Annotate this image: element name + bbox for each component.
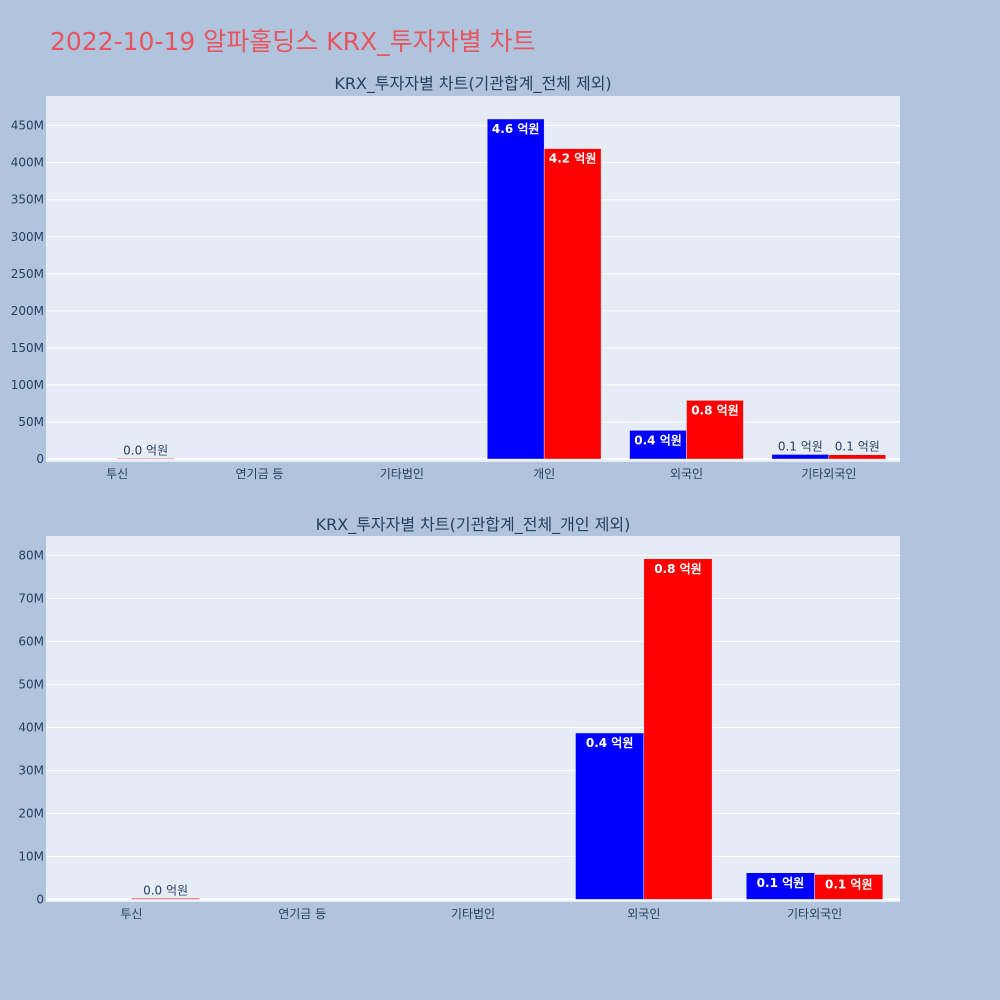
y-tick-label: 400M <box>11 156 44 170</box>
x-tick-label: 개인 <box>533 467 555 480</box>
x-tick-label: 연기금 등 <box>278 907 326 920</box>
y-tick-label: 60M <box>18 634 44 648</box>
chart-title: KRX_투자자별 차트(기관합계_전체 제외) <box>334 74 611 94</box>
x-tick-label: 기타법인 <box>380 467 424 480</box>
page-title: 2022-10-19 알파홀딩스 KRX_투자자별 차트 <box>50 27 536 56</box>
investor-chart-2: KRX_투자자별 차트(기관합계_전체_개인 제외) 0 10M 20M 30M 40M 5… <box>0 510 1000 921</box>
x-tick-label: 외국인 <box>670 467 703 480</box>
bar-data-label: 4.2 억원 <box>549 152 597 166</box>
bar-data-label: 0.0 억원 <box>143 883 188 897</box>
y-tick-label: 450M <box>11 119 44 133</box>
plot-area <box>46 96 900 462</box>
y-tick-label: 100M <box>11 378 44 392</box>
y-tick-label: 30M <box>18 763 44 777</box>
y-tick-label: 80M <box>18 548 44 562</box>
y-tick-label: 0 <box>36 892 44 906</box>
investor-chart-1: KRX_투자자별 차트(기관합계_전체 제외) 0 50M 100M 150M 200M 2… <box>0 70 1000 481</box>
bar <box>575 732 645 900</box>
bar <box>543 148 602 460</box>
bar <box>116 458 175 460</box>
y-tick-label: 0 <box>36 452 44 466</box>
bar-data-label: 0.1 억원 <box>825 877 873 891</box>
bar <box>486 118 545 460</box>
bar-data-label: 0.0 억원 <box>123 443 168 457</box>
y-tick-label: 250M <box>11 267 44 281</box>
bar <box>771 454 830 460</box>
x-tick-label: 기타법인 <box>451 907 495 920</box>
bar-data-label: 0.8 억원 <box>691 403 739 417</box>
bar-data-label: 0.4 억원 <box>586 736 634 750</box>
bar-data-label: 0.8 억원 <box>654 562 702 576</box>
x-tick-label: 외국인 <box>627 907 660 920</box>
bar <box>814 874 884 900</box>
x-tick-label: 연기금 등 <box>236 467 284 480</box>
y-tick-label: 70M <box>18 591 44 605</box>
bar <box>686 400 744 460</box>
y-tick-label: 50M <box>18 415 44 429</box>
bar <box>643 558 713 900</box>
y-tick-label: 50M <box>18 677 44 691</box>
y-tick-label: 40M <box>18 720 44 734</box>
y-tick-label: 300M <box>11 230 44 244</box>
bar <box>131 898 200 900</box>
bar <box>828 454 887 460</box>
bar <box>746 872 815 900</box>
y-tick-label: 20M <box>18 806 44 820</box>
bar-data-label: 0.1 억원 <box>835 440 880 454</box>
plot-area <box>46 536 900 902</box>
x-tick-label: 기타외국인 <box>787 907 842 920</box>
chart-title: KRX_투자자별 차트(기관합계_전체_개인 제외) <box>316 515 631 535</box>
y-tick-label: 350M <box>11 193 44 207</box>
bar-data-label: 0.1 억원 <box>778 439 823 453</box>
x-tick-label: 투신 <box>106 467 128 480</box>
x-tick-label: 기타외국인 <box>801 467 856 480</box>
chart-svg: KRX_투자자별 차트(기관합계_전체 제외) 0 50M 100M 150M 200M 2… <box>11 74 900 481</box>
y-tick-label: 200M <box>11 304 44 318</box>
y-tick-label: 150M <box>11 341 44 355</box>
chart-svg: KRX_투자자별 차트(기관합계_전체_개인 제외) 0 10M 20M 30M 40M 5… <box>18 515 900 921</box>
bar-data-label: 0.4 억원 <box>634 433 682 447</box>
x-tick-label: 투신 <box>120 907 142 920</box>
bar-data-label: 0.1 억원 <box>757 876 805 890</box>
y-tick-label: 10M <box>18 849 44 863</box>
bar-data-label: 4.6 억원 <box>492 122 540 136</box>
